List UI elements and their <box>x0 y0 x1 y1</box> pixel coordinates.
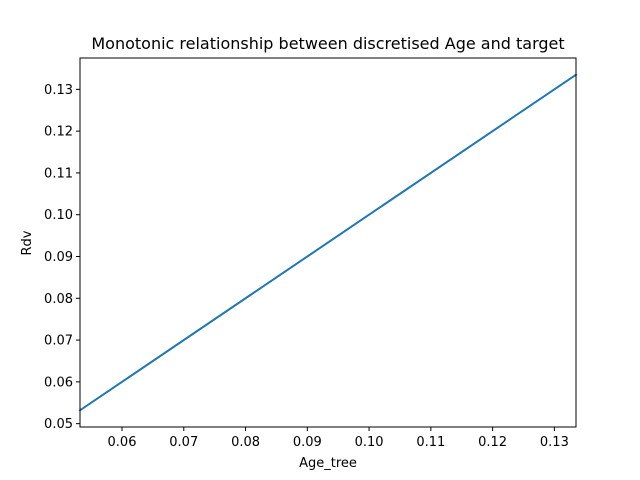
x-tick-label: 0.09 <box>293 435 322 450</box>
series-line-0 <box>78 73 578 412</box>
axes-frame <box>79 57 577 428</box>
y-tick-label: 0.05 <box>44 417 73 432</box>
chart-title: Monotonic relationship between discretis… <box>91 34 564 53</box>
x-tick-label: 0.08 <box>231 435 260 450</box>
y-tick-label: 0.08 <box>44 292 73 307</box>
x-axis-ticks: 0.06 0.07 0.08 0.09 0.10 0.11 0.12 0.13 <box>108 427 569 450</box>
plot-area <box>78 73 578 412</box>
x-tick-label: 0.13 <box>540 435 569 450</box>
x-tick-label: 0.06 <box>108 435 137 450</box>
y-tick-label: 0.09 <box>44 250 73 265</box>
y-tick-label: 0.12 <box>44 125 73 140</box>
x-tick-label: 0.12 <box>478 435 507 450</box>
x-tick-label: 0.07 <box>169 435 198 450</box>
y-axis-label: Rdv <box>20 230 35 255</box>
y-tick-label: 0.10 <box>44 208 73 223</box>
y-tick-label: 0.13 <box>44 83 73 98</box>
x-tick-label: 0.11 <box>416 435 445 450</box>
y-tick-label: 0.06 <box>44 375 73 390</box>
y-tick-label: 0.07 <box>44 334 73 349</box>
x-axis-label: Age_tree <box>299 456 357 471</box>
y-axis-ticks: 0.05 0.06 0.07 0.08 0.09 0.10 0.11 0.12 0.13 <box>44 83 80 432</box>
x-tick-label: 0.10 <box>355 435 384 450</box>
y-tick-label: 0.11 <box>44 166 73 181</box>
